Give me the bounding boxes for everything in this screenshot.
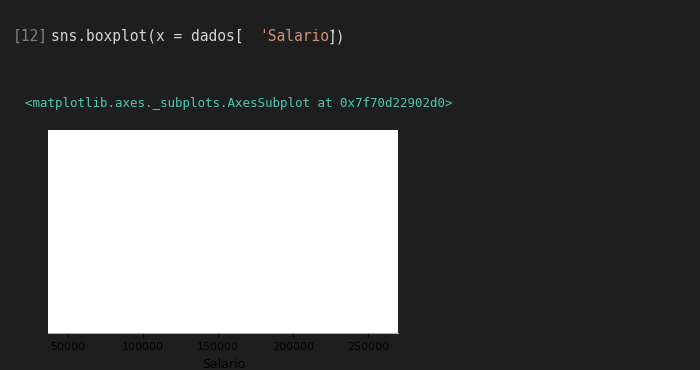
- Text: [12]: [12]: [13, 29, 48, 44]
- Text: sns.boxplot(x = dados[: sns.boxplot(x = dados[: [51, 29, 244, 44]
- Text: <matplotlib.axes._subplots.AxesSubplot at 0x7f70d22902d0>: <matplotlib.axes._subplots.AxesSubplot a…: [25, 97, 452, 110]
- X-axis label: Salario: Salario: [202, 357, 245, 370]
- Text: 'Salario': 'Salario': [259, 29, 337, 44]
- PathPatch shape: [97, 0, 160, 78]
- Text: ]): ]): [328, 29, 345, 44]
